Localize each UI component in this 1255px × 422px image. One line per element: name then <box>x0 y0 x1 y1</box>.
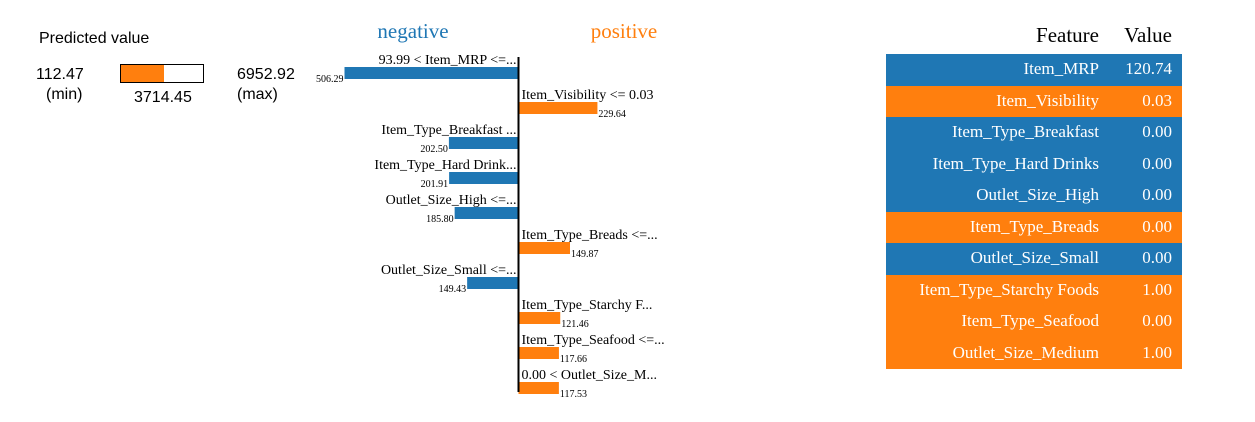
predicted-value-fill <box>121 65 165 82</box>
table-row: Outlet_Size_Small 0.00 <box>886 243 1182 275</box>
feature-name-cell: Outlet_Size_Small <box>970 248 1099 267</box>
contribution-bar <box>449 172 519 184</box>
feature-name-cell: Item_Type_Breads <box>969 216 1099 236</box>
feature-name-cell: Item_Type_Starchy Foods <box>919 279 1099 299</box>
contribution-bar <box>518 102 598 114</box>
table-row: Item_Type_Breads 0.00 <box>886 211 1182 243</box>
table-row: Item_Type_Hard Drinks 0.00 <box>886 148 1182 180</box>
feature-value-cell: 0.03 <box>1142 90 1172 110</box>
table-header-value: Value <box>1124 23 1172 47</box>
contribution-bar <box>467 277 519 289</box>
bar-value-label: 201.91 <box>421 179 449 190</box>
bar-feature-label: Item_Type_Seafood <=... <box>522 333 665 348</box>
predicted-value-bar <box>120 64 204 83</box>
bar-value-label: 229.64 <box>598 109 626 120</box>
feature-value-table: Feature Value Item_MRP 120.74 Item_Visibil… <box>886 20 1182 369</box>
bar-feature-label: Item_Visibility <= 0.03 <box>522 88 654 103</box>
predicted-min-tag: (min) <box>46 86 83 103</box>
feature-name-cell: Item_Type_Seafood <box>961 311 1099 330</box>
feature-name-cell: Item_Visibility <box>996 90 1099 110</box>
contribution-bar <box>518 242 571 254</box>
feature-name-cell: Outlet_Size_Medium <box>952 342 1099 362</box>
legend-negative-label: negative <box>377 19 448 43</box>
bar-feature-label: Item_Type_Breads <=... <box>522 228 658 243</box>
feature-value-cell: 1.00 <box>1142 279 1172 299</box>
feature-value-cell: 120.74 <box>1125 59 1172 78</box>
feature-name-cell: Item_Type_Hard Drinks <box>932 153 1099 173</box>
bar-value-label: 121.46 <box>561 319 589 330</box>
feature-contribution-chart: negative positive 93.99 < Item_MRP <=...… <box>316 19 665 400</box>
table-header: Feature Value <box>886 20 1182 54</box>
table-body: Item_MRP 120.74 Item_Visibility 0.03 Item_Ty… <box>886 54 1182 369</box>
bar-feature-label: Item_Type_Breakfast ... <box>381 123 516 138</box>
legend-positive-label: positive <box>591 19 658 43</box>
predicted-value: 3714.45 <box>134 89 192 106</box>
bar-value-label: 506.29 <box>316 74 344 85</box>
feature-value-cell: 0.00 <box>1142 248 1172 267</box>
bar-feature-label: Item_Type_Hard Drink... <box>374 158 516 173</box>
bar-value-label: 149.43 <box>439 284 467 295</box>
feature-name-cell: Outlet_Size_High <box>976 185 1099 204</box>
table-row: Outlet_Size_Medium 1.00 <box>886 337 1182 369</box>
table-row: Item_MRP 120.74 <box>886 54 1182 86</box>
feature-value-cell: 0.00 <box>1142 216 1172 236</box>
bar-value-label: 117.53 <box>560 389 587 400</box>
contribution-bar <box>518 382 559 394</box>
bar-value-label: 202.50 <box>420 144 448 155</box>
predicted-max-value: 6952.92 <box>237 66 295 83</box>
bar-feature-label: Item_Type_Starchy F... <box>522 298 653 313</box>
predicted-value-title: Predicted value <box>39 30 150 47</box>
bar-feature-label: 0.00 < Outlet_Size_M... <box>522 368 657 383</box>
predicted-value-panel: Predicted value 112.47 (min) 3714.45 695… <box>0 0 320 130</box>
bar-value-label: 149.87 <box>571 249 599 260</box>
contribution-bar <box>454 207 519 219</box>
feature-value-cell: 0.00 <box>1142 185 1172 204</box>
bar-feature-label: Outlet_Size_Small <=... <box>381 263 517 278</box>
table-row: Item_Type_Seafood 0.00 <box>886 306 1182 338</box>
bar-value-label: 185.80 <box>426 214 454 225</box>
feature-name-cell: Item_MRP <box>1023 59 1099 78</box>
feature-value-cell: 1.00 <box>1142 342 1172 362</box>
feature-name-cell: Item_Type_Breakfast <box>951 122 1099 141</box>
contribution-bar <box>448 137 519 149</box>
bar-feature-label: 93.99 < Item_MRP <=... <box>379 53 517 68</box>
table-header-feature: Feature <box>1036 23 1099 47</box>
contribution-bar <box>344 67 519 79</box>
table-row: Item_Visibility 0.03 <box>886 85 1182 117</box>
bar-feature-label: Outlet_Size_High <=... <box>386 193 517 208</box>
feature-value-cell: 0.00 <box>1142 153 1172 173</box>
feature-value-cell: 0.00 <box>1142 311 1172 330</box>
contribution-bar <box>518 347 559 359</box>
predicted-min-value: 112.47 <box>36 66 84 83</box>
bar-value-label: 117.66 <box>560 354 587 365</box>
contribution-bar <box>518 312 561 324</box>
table-row: Item_Type_Breakfast 0.00 <box>886 117 1182 149</box>
table-row: Item_Type_Starchy Foods 1.00 <box>886 274 1182 306</box>
feature-value-cell: 0.00 <box>1142 122 1172 141</box>
predicted-max-tag: (max) <box>237 86 278 103</box>
table-row: Outlet_Size_High 0.00 <box>886 180 1182 212</box>
